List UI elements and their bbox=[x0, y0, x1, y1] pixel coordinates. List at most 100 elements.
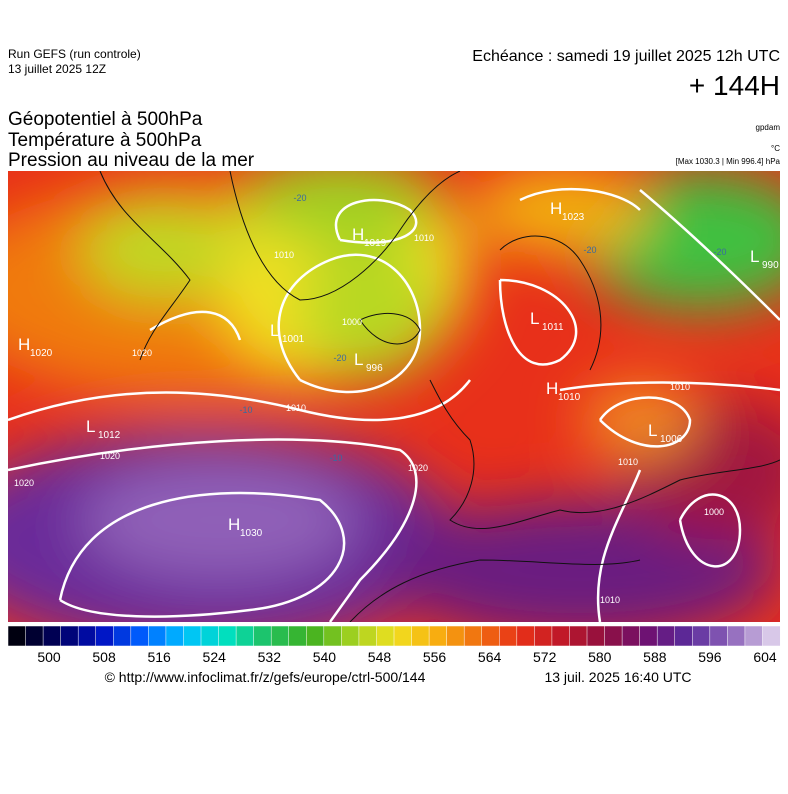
colorbar-swatch bbox=[148, 625, 167, 647]
pressure-value: 1012 bbox=[98, 430, 121, 441]
contour-label: 1010 bbox=[414, 233, 434, 243]
contour-label: 1020 bbox=[408, 463, 428, 473]
contour-label: 1000 bbox=[342, 317, 362, 327]
colorbar-swatch bbox=[463, 625, 483, 647]
pressure-type: H bbox=[228, 515, 240, 534]
colorbar-swatch bbox=[481, 625, 500, 647]
pressure-type: L bbox=[750, 247, 759, 266]
contour-label: 1010 bbox=[670, 382, 690, 392]
colorbar-swatch bbox=[358, 625, 378, 647]
contour-label: 1010 bbox=[274, 250, 294, 260]
lead-time: + 144H bbox=[689, 70, 780, 101]
colorbar-swatch bbox=[586, 625, 606, 647]
pressure-value: 1020 bbox=[30, 348, 53, 359]
colorbar-swatch bbox=[499, 625, 518, 647]
pressure-value: 1030 bbox=[240, 528, 263, 539]
isobars bbox=[8, 187, 780, 622]
colorbar-tick: 588 bbox=[643, 649, 667, 665]
colorbar-swatch bbox=[446, 625, 465, 647]
colorbar-tick: 524 bbox=[203, 649, 227, 665]
colorbar-swatch bbox=[95, 625, 114, 647]
colorbar-swatch bbox=[621, 625, 641, 647]
colorbar-swatch bbox=[376, 625, 395, 647]
contour-label: 1010 bbox=[618, 457, 638, 467]
source: © http://www.infoclimat.fr/z/gefs/europe… bbox=[105, 669, 426, 685]
contour-label: 1010 bbox=[600, 595, 620, 605]
pressure-value: 1006 bbox=[660, 434, 683, 445]
unit: [Max 1030.3 | Min 996.4] hPa bbox=[676, 157, 781, 166]
colorbar-swatch bbox=[534, 625, 553, 647]
colorbar-swatch bbox=[762, 625, 781, 647]
colorbar-swatch bbox=[165, 625, 185, 647]
colorbar-tick: 564 bbox=[478, 649, 502, 665]
colorbar-swatch bbox=[428, 625, 448, 647]
contour-label: 1010 bbox=[286, 403, 306, 413]
colorbar-swatch bbox=[183, 625, 202, 647]
pressure-type: L bbox=[648, 421, 657, 440]
colorbar-swatch bbox=[270, 625, 290, 647]
contour-label: 1020 bbox=[132, 348, 152, 358]
valid-time: Echéance : samedi 19 juillet 2025 12h UT… bbox=[472, 48, 780, 65]
colorbar-swatch bbox=[674, 625, 693, 647]
colorbar-swatch bbox=[692, 625, 711, 647]
colorbar-swatch bbox=[323, 625, 342, 647]
colorbar-tick: 532 bbox=[258, 649, 282, 665]
pressure-value: 1011 bbox=[542, 322, 564, 333]
temperature-label: -20 bbox=[583, 245, 596, 255]
temperature-label: -20 bbox=[333, 353, 346, 363]
colorbar-swatch bbox=[235, 625, 255, 647]
contour-label: 1000 bbox=[704, 507, 724, 517]
title: Géopotentiel à 500hPa bbox=[8, 109, 203, 130]
contour-label: 1020 bbox=[14, 478, 34, 488]
pressure-value: 996 bbox=[366, 363, 383, 374]
colorbar-tick: 500 bbox=[37, 649, 61, 665]
coastlines bbox=[99, 171, 780, 622]
pressure-type: H bbox=[18, 335, 30, 354]
pressure-value: 990 bbox=[762, 260, 779, 271]
temperature-label: -10 bbox=[329, 453, 342, 463]
colorbar-swatch bbox=[306, 625, 325, 647]
run: Run GEFS (run controle) bbox=[8, 47, 141, 61]
run-date: 13 juillet 2025 12Z bbox=[8, 62, 106, 76]
colorbar-swatch bbox=[200, 625, 220, 647]
title: Pression au niveau de la mer bbox=[8, 150, 255, 171]
colorbar-swatch bbox=[393, 625, 413, 647]
colorbar-tick: 580 bbox=[588, 649, 612, 665]
pressure-type: L bbox=[86, 417, 95, 436]
colorbar-tick: 540 bbox=[313, 649, 337, 665]
title: Température à 500hPa bbox=[8, 130, 202, 151]
colorbar-swatch bbox=[341, 625, 360, 647]
colorbar-tick: 604 bbox=[753, 649, 777, 665]
colorbar-swatch bbox=[218, 625, 237, 647]
pressure-type: H bbox=[550, 199, 562, 218]
pressure-value: 1023 bbox=[562, 212, 585, 223]
colorbar-swatch bbox=[25, 625, 44, 647]
colorbar-swatch bbox=[551, 625, 571, 647]
colorbar-swatch bbox=[253, 625, 272, 647]
temperature-label: -20 bbox=[293, 193, 306, 203]
unit: °C bbox=[771, 144, 780, 153]
pressure-value: 1019 bbox=[364, 238, 387, 249]
colorbar: 500 508 516 524 532 540 548 556 564 572 580 588 596 6… bbox=[7, 625, 781, 665]
colorbar-tick: 596 bbox=[698, 649, 722, 665]
colorbar-tick: 548 bbox=[368, 649, 392, 665]
colorbar-swatch bbox=[288, 625, 307, 647]
colorbar-swatch bbox=[604, 625, 623, 647]
colorbar-swatch bbox=[7, 625, 27, 647]
colorbar-tick: 516 bbox=[147, 649, 171, 665]
pressure-value: 1010 bbox=[558, 392, 581, 403]
colorbar-swatch bbox=[656, 625, 676, 647]
unit: gpdam bbox=[756, 123, 781, 132]
colorbar-swatch bbox=[709, 625, 728, 647]
colorbar-swatch bbox=[77, 625, 97, 647]
run-time: 13 juil. 2025 16:40 UTC bbox=[544, 669, 691, 685]
pressure-type: L bbox=[354, 350, 363, 369]
colorbar-swatch bbox=[113, 625, 132, 647]
temperature-label: -20 bbox=[713, 247, 726, 257]
pressure-type: H bbox=[352, 225, 364, 244]
colorbar-swatch bbox=[411, 625, 430, 647]
colorbar-swatch bbox=[727, 625, 746, 647]
colorbar-swatch bbox=[60, 625, 79, 647]
